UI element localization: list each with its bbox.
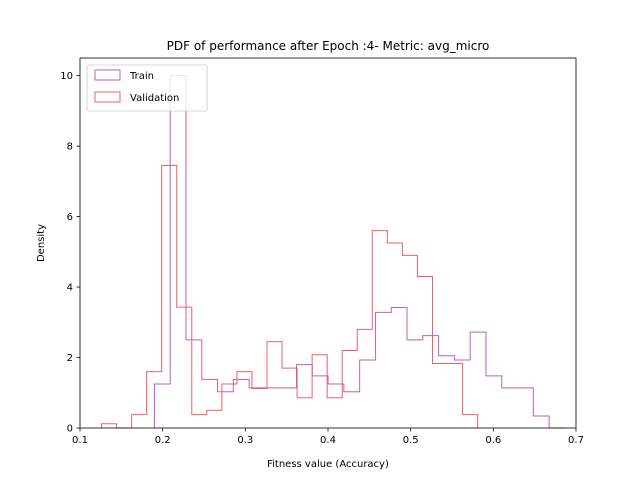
x-tick-label: 0.2 <box>155 435 171 446</box>
x-axis: 0.1 0.2 0.3 0.4 0.5 0.6 0.7 <box>72 428 584 446</box>
legend-swatch-train <box>94 69 121 81</box>
x-tick-label: 0.7 <box>568 435 584 446</box>
y-tick-label: 4 <box>67 283 73 294</box>
x-tick-label: 0.5 <box>403 435 419 446</box>
chart-title: PDF of performance after Epoch :4- Metri… <box>167 39 490 53</box>
x-tick-label: 0.3 <box>237 435 253 446</box>
y-axis: 0 2 4 6 8 10 <box>60 71 80 435</box>
x-tick-label: 0.4 <box>320 435 336 446</box>
y-tick-label: 8 <box>67 142 73 153</box>
y-tick-label: 6 <box>67 212 73 223</box>
legend-box <box>86 64 208 112</box>
legend-label-validation: Validation <box>130 93 179 104</box>
series-validation-outline <box>100 164 479 429</box>
legend-label-train: Train <box>129 71 154 82</box>
legend-swatch-validation <box>94 91 121 103</box>
x-axis-label: Fitness value (Accuracy) <box>267 459 389 470</box>
y-tick-label: 10 <box>60 71 73 82</box>
y-tick-label: 2 <box>67 353 73 364</box>
series-layer <box>100 75 565 429</box>
y-tick-label: 0 <box>67 424 73 435</box>
y-axis-label: Density <box>36 224 47 262</box>
x-tick-label: 0.6 <box>485 435 501 446</box>
x-tick-label: 0.1 <box>72 435 88 446</box>
legend: Train Validation <box>86 64 208 112</box>
series-train-outline <box>153 75 565 429</box>
